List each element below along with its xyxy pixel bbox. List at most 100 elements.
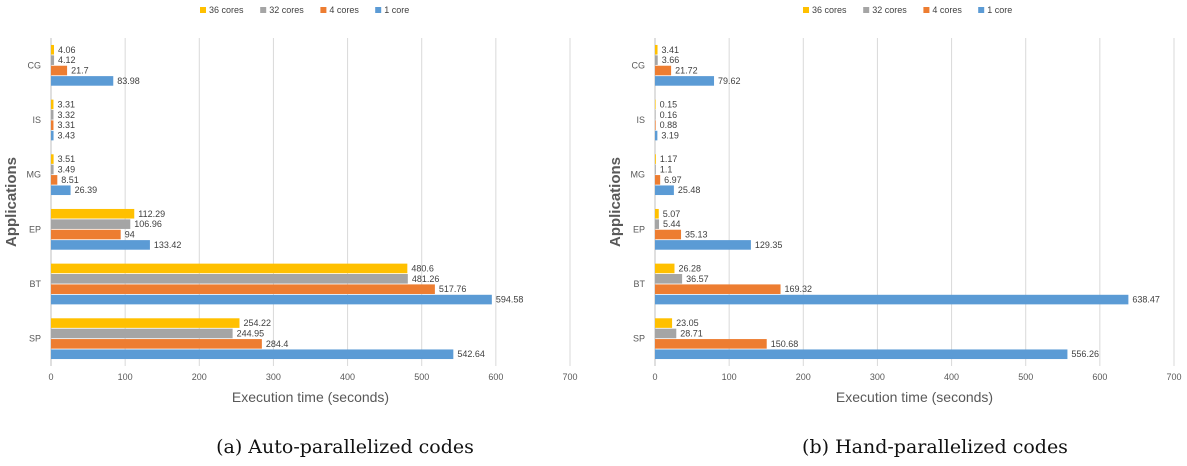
bar <box>51 120 54 130</box>
data-label: 83.98 <box>117 76 140 86</box>
data-label: 284.4 <box>266 339 289 349</box>
x-tick-label: 300 <box>870 372 885 382</box>
data-label: 556.26 <box>1071 349 1099 359</box>
x-axis-title: Execution time (seconds) <box>232 389 389 405</box>
category-label: EP <box>29 224 41 234</box>
chart-hand-parallelized: 0 100 200 300 400 500 600 700 36 cores 32 cores 4 … <box>607 5 1182 405</box>
bar <box>655 318 673 328</box>
category-label: SP <box>633 334 645 344</box>
x-tick-label: 500 <box>414 372 429 382</box>
category-label: IS <box>636 115 645 125</box>
data-label: 23.05 <box>676 318 699 328</box>
bar <box>655 219 660 229</box>
data-label: 3.31 <box>57 120 75 130</box>
data-label: 0.88 <box>660 120 678 130</box>
category-label: CG <box>28 60 42 70</box>
data-label: 3.19 <box>661 131 679 141</box>
category-label: CG <box>632 60 646 70</box>
bar <box>655 294 1129 305</box>
data-label: 3.43 <box>58 131 76 141</box>
data-label: 3.51 <box>58 154 76 164</box>
caption-hand-parallelized: (b) Hand-parallelized codes <box>802 436 1068 458</box>
category-label: BT <box>29 279 41 289</box>
data-label: 28.71 <box>680 328 703 338</box>
data-label: 254.22 <box>243 318 271 328</box>
bar <box>51 263 408 274</box>
bar <box>51 130 54 141</box>
chart-auto-parallelized: 0 100 200 300 400 500 600 700 36 cores 32 cores 4 … <box>3 5 578 405</box>
bar <box>655 65 672 76</box>
x-tick-label: 0 <box>652 372 657 382</box>
data-label: 26.39 <box>75 185 98 195</box>
category-label: IS <box>32 115 41 125</box>
legend-swatch <box>803 7 809 13</box>
data-label: 8.51 <box>61 175 79 185</box>
x-tick-label: 0 <box>48 372 53 382</box>
bar <box>51 284 435 294</box>
data-label: 244.95 <box>237 328 265 338</box>
data-label: 0.16 <box>660 110 678 120</box>
data-label: 79.62 <box>718 76 741 86</box>
legend-swatch <box>863 7 870 13</box>
x-tick-label: 100 <box>118 372 133 382</box>
bar <box>51 164 54 175</box>
legend-swatch <box>923 7 930 13</box>
data-label: 5.44 <box>663 219 681 229</box>
bar <box>51 185 71 196</box>
bar <box>51 154 54 164</box>
legend-label: 4 cores <box>932 5 962 15</box>
data-label: 4.06 <box>58 45 76 55</box>
bar <box>655 328 677 339</box>
x-tick-label: 700 <box>1166 372 1181 382</box>
bar <box>51 99 54 110</box>
x-tick-label: 600 <box>488 372 503 382</box>
data-label: 3.66 <box>662 55 680 65</box>
data-label: 6.97 <box>664 175 682 185</box>
x-tick-label: 500 <box>1018 372 1033 382</box>
legend-label: 1 core <box>384 5 409 15</box>
bar <box>51 76 114 86</box>
x-tick-label: 700 <box>562 372 577 382</box>
data-label: 106.96 <box>134 219 162 229</box>
legend-swatch <box>375 7 382 13</box>
caption-auto-parallelized: (a) Auto-parallelized codes <box>216 436 474 458</box>
data-label: 35.13 <box>685 230 708 240</box>
bar <box>51 240 150 250</box>
category-label: BT <box>633 279 645 289</box>
data-label: 3.31 <box>57 99 75 109</box>
data-label: 21.72 <box>675 66 698 76</box>
legend-swatch <box>320 7 327 13</box>
legend-label: 1 core <box>987 5 1012 15</box>
data-label: 3.41 <box>662 45 680 55</box>
legend-swatch <box>260 7 267 13</box>
legend-label: 36 cores <box>812 5 847 15</box>
bar <box>655 55 658 65</box>
data-label: 150.68 <box>771 339 799 349</box>
bar <box>655 99 656 110</box>
legend-label: 32 cores <box>872 5 907 15</box>
x-tick-label: 200 <box>796 372 811 382</box>
bar <box>51 219 131 229</box>
x-tick-label: 400 <box>340 372 355 382</box>
y-axis-title: Applications <box>3 157 20 247</box>
bar <box>655 154 656 164</box>
data-label: 169.32 <box>785 284 813 294</box>
legend-label: 32 cores <box>269 5 304 15</box>
data-label: 36.57 <box>686 274 709 284</box>
legend-swatch <box>200 7 206 13</box>
bar <box>655 44 658 55</box>
bar <box>655 240 751 250</box>
bar <box>655 339 767 349</box>
bar <box>655 76 715 86</box>
data-label: 517.76 <box>439 284 467 294</box>
legend-swatch <box>978 7 985 13</box>
bar <box>655 110 656 120</box>
bar <box>655 284 781 294</box>
bar <box>655 130 658 141</box>
bar <box>655 274 683 284</box>
data-label: 0.15 <box>660 99 678 109</box>
bar <box>51 318 240 328</box>
bar <box>51 274 408 284</box>
data-label: 112.29 <box>138 209 165 219</box>
